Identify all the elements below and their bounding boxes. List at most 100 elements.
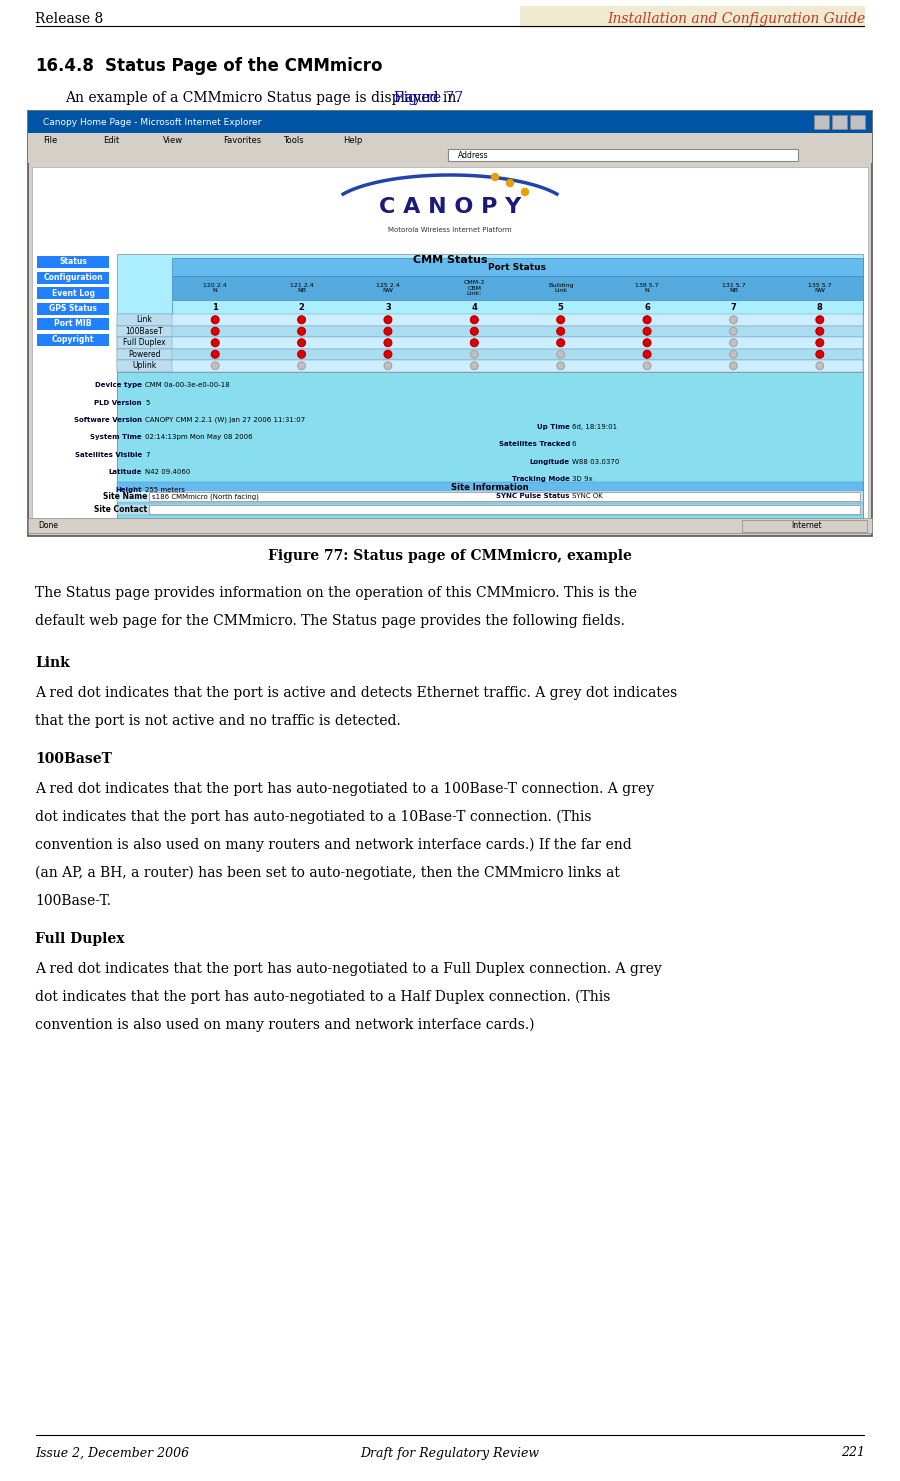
- Text: Link: Link: [137, 315, 152, 324]
- FancyBboxPatch shape: [117, 492, 863, 502]
- Circle shape: [557, 327, 564, 335]
- Text: s186 CMMmicro (North facing): s186 CMMmicro (North facing): [152, 493, 259, 499]
- Text: The Status page provides information on the operation of this CMMmicro. This is : The Status page provides information on …: [35, 586, 637, 600]
- Text: Canopy Home Page - Microsoft Internet Explorer: Canopy Home Page - Microsoft Internet Ex…: [43, 117, 261, 126]
- Text: 02:14:13pm Mon May 08 2006: 02:14:13pm Mon May 08 2006: [145, 434, 253, 440]
- FancyBboxPatch shape: [149, 505, 860, 514]
- FancyBboxPatch shape: [28, 518, 872, 533]
- Text: 2: 2: [299, 302, 304, 311]
- Text: dot indicates that the port has auto-negotiated to a Half Duplex connection. (Th: dot indicates that the port has auto-neg…: [35, 989, 610, 1004]
- Text: Site Contact: Site Contact: [94, 505, 147, 514]
- Text: .: .: [455, 90, 460, 105]
- Text: Release 8: Release 8: [35, 12, 104, 27]
- Text: System Time: System Time: [90, 434, 142, 440]
- Text: CMM-2
CBM
Link:: CMM-2 CBM Link:: [464, 280, 485, 296]
- FancyBboxPatch shape: [112, 173, 788, 252]
- FancyBboxPatch shape: [28, 111, 872, 536]
- Text: 100Base-T.: 100Base-T.: [35, 895, 111, 908]
- Circle shape: [384, 361, 392, 370]
- Circle shape: [212, 361, 219, 370]
- Circle shape: [644, 327, 651, 335]
- Text: convention is also used on many routers and network interface cards.): convention is also used on many routers …: [35, 1017, 535, 1032]
- Text: Done: Done: [38, 521, 58, 530]
- Text: CMM 0a-00-3e-e0-00-18: CMM 0a-00-3e-e0-00-18: [145, 382, 230, 388]
- Circle shape: [471, 327, 478, 335]
- Text: Latitude: Latitude: [109, 469, 142, 475]
- FancyBboxPatch shape: [520, 6, 865, 28]
- Text: Edit: Edit: [103, 135, 119, 145]
- Text: default web page for the CMMmicro. The Status page provides the following fields: default web page for the CMMmicro. The S…: [35, 615, 625, 628]
- Text: Full Duplex: Full Duplex: [123, 338, 166, 347]
- Circle shape: [730, 361, 737, 370]
- FancyBboxPatch shape: [117, 314, 172, 326]
- Text: View: View: [163, 135, 183, 145]
- Text: SYNC OK: SYNC OK: [572, 493, 603, 499]
- FancyBboxPatch shape: [117, 338, 863, 348]
- Circle shape: [384, 327, 392, 335]
- Circle shape: [644, 315, 651, 323]
- Text: 138 5.7
N: 138 5.7 N: [635, 283, 659, 293]
- Circle shape: [384, 315, 392, 323]
- Text: 4: 4: [472, 302, 477, 311]
- FancyBboxPatch shape: [117, 481, 863, 524]
- Circle shape: [730, 315, 737, 323]
- Text: Address: Address: [458, 151, 489, 160]
- Text: Port Status: Port Status: [489, 262, 546, 271]
- Text: 3D 9x: 3D 9x: [572, 475, 592, 483]
- Text: 7: 7: [731, 302, 736, 311]
- Text: Port MIB: Port MIB: [54, 320, 92, 329]
- FancyBboxPatch shape: [37, 302, 109, 314]
- FancyBboxPatch shape: [117, 348, 172, 360]
- Text: 121 2.4
NB: 121 2.4 NB: [290, 283, 313, 293]
- Text: 6: 6: [644, 302, 650, 311]
- Circle shape: [816, 339, 824, 347]
- Circle shape: [644, 361, 651, 370]
- Circle shape: [557, 315, 564, 323]
- Text: Installation and Configuration Guide: Installation and Configuration Guide: [607, 12, 865, 27]
- Text: Favorites: Favorites: [223, 135, 261, 145]
- FancyBboxPatch shape: [37, 256, 109, 268]
- Text: Site Name: Site Name: [103, 492, 147, 501]
- Text: PLD Version: PLD Version: [94, 400, 142, 406]
- Circle shape: [557, 351, 564, 358]
- FancyBboxPatch shape: [28, 147, 872, 163]
- FancyBboxPatch shape: [32, 167, 868, 530]
- Text: N42 09.4060: N42 09.4060: [145, 469, 191, 475]
- Text: 100BaseT: 100BaseT: [126, 327, 163, 336]
- FancyBboxPatch shape: [117, 255, 863, 524]
- Circle shape: [557, 339, 564, 347]
- Text: 125 2.4
NW: 125 2.4 NW: [376, 283, 400, 293]
- Text: 6d, 18:19:01: 6d, 18:19:01: [572, 424, 617, 429]
- Circle shape: [730, 327, 737, 335]
- FancyBboxPatch shape: [117, 348, 863, 360]
- Circle shape: [384, 351, 392, 358]
- Text: Draft for Regulatory Review: Draft for Regulatory Review: [360, 1447, 540, 1459]
- Text: 1: 1: [212, 302, 218, 311]
- Text: Powered: Powered: [128, 350, 161, 358]
- FancyBboxPatch shape: [172, 301, 863, 314]
- Circle shape: [212, 351, 219, 358]
- Circle shape: [298, 361, 305, 370]
- Text: File: File: [43, 135, 58, 145]
- Text: Status Page of the CMMmicro: Status Page of the CMMmicro: [105, 56, 382, 76]
- Circle shape: [298, 339, 305, 347]
- FancyBboxPatch shape: [117, 360, 172, 372]
- Text: Configuration: Configuration: [43, 273, 103, 281]
- Text: convention is also used on many routers and network interface cards.) If the far: convention is also used on many routers …: [35, 838, 632, 852]
- Text: 221: 221: [841, 1447, 865, 1459]
- Text: 6: 6: [572, 441, 577, 447]
- FancyBboxPatch shape: [117, 372, 863, 524]
- Circle shape: [212, 315, 219, 323]
- Text: Uplink: Uplink: [132, 361, 157, 370]
- Text: Link: Link: [35, 656, 70, 669]
- Text: Event Log: Event Log: [51, 289, 94, 298]
- FancyBboxPatch shape: [37, 287, 109, 299]
- Text: Internet: Internet: [792, 521, 823, 530]
- Text: A red dot indicates that the port has auto-negotiated to a 100Base-T connection.: A red dot indicates that the port has au…: [35, 782, 654, 795]
- Text: 5: 5: [145, 400, 149, 406]
- Circle shape: [521, 188, 528, 195]
- Text: that the port is not active and no traffic is detected.: that the port is not active and no traff…: [35, 714, 401, 729]
- Circle shape: [730, 339, 737, 347]
- FancyBboxPatch shape: [28, 111, 872, 133]
- Text: 100BaseT: 100BaseT: [35, 752, 112, 766]
